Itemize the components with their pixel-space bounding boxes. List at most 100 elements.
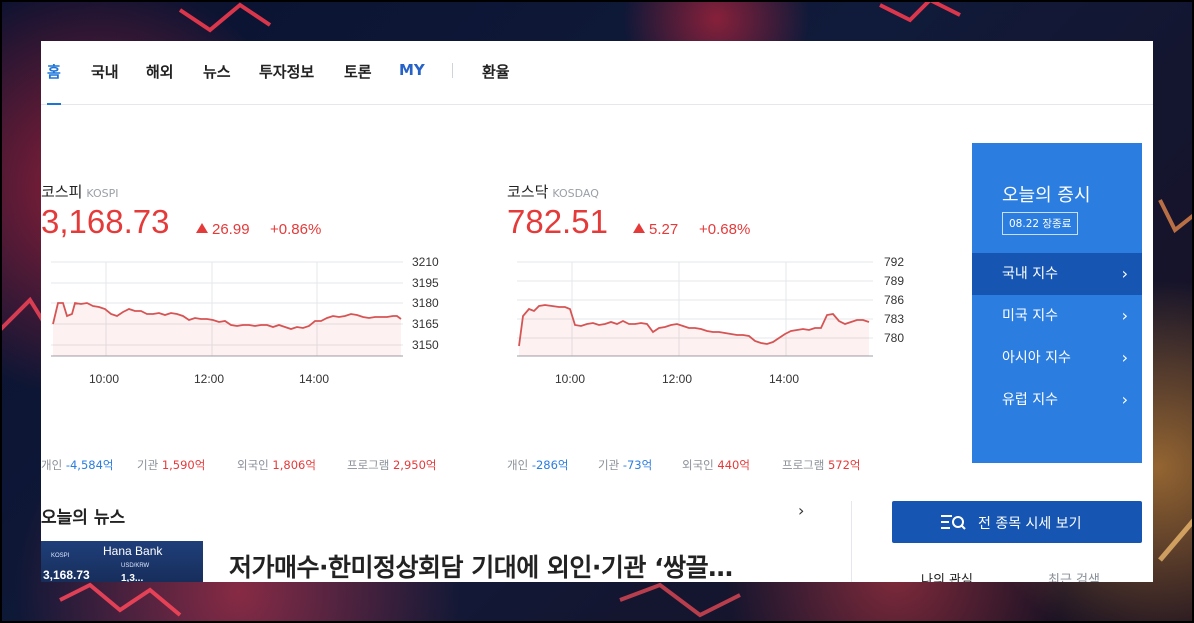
kosdaq-value: 782.51	[507, 203, 608, 240]
kosdaq-ytick: 786	[884, 293, 904, 307]
tab-domestic[interactable]: 국내	[91, 63, 119, 81]
kospi-xtick: 10:00	[89, 372, 119, 386]
flow-individual: 개인 -286억	[507, 457, 598, 473]
kospi-xtick: 12:00	[194, 372, 224, 386]
kospi-ytick: 3180	[412, 296, 439, 310]
kosdaq-xtick: 12:00	[662, 372, 692, 386]
all-stocks-price-button[interactable]: 전 종목 시세 보기	[892, 501, 1142, 543]
flow-value: -73억	[622, 458, 653, 472]
flow-label: 외국인	[237, 458, 269, 472]
tab-home[interactable]: 홈	[47, 61, 61, 105]
thumb-text: 1,3...	[121, 573, 144, 582]
tab-my-interest[interactable]: 나의 관심	[921, 573, 973, 582]
flow-value: 1,806억	[272, 458, 316, 472]
kosdaq-ytick: 789	[884, 274, 904, 288]
news-headline-link[interactable]: 저가매수·한미정상회담 기대에 외인·기관 ‘쌍끌…	[229, 553, 733, 582]
up-triangle-icon	[196, 223, 208, 233]
index-asia[interactable]: 아시아 지수 ›	[972, 337, 1142, 379]
flow-value: -4,584억	[65, 458, 114, 472]
market-close-badge: 08.22 장종료	[1002, 212, 1079, 235]
chevron-right-icon: ›	[1121, 306, 1128, 325]
chevron-right-icon: ›	[1121, 264, 1128, 283]
kosdaq-ytick: 783	[884, 312, 904, 326]
flow-label: 기관	[137, 458, 159, 472]
kospi-ytick: 3150	[412, 338, 439, 352]
today-market-title: 오늘의 증시	[1002, 185, 1091, 206]
thumb-text: USD/KRW	[121, 563, 150, 569]
tab-discussion[interactable]: 토론	[344, 63, 372, 81]
top-nav: 홈 국내 해외 뉴스 투자정보 토론 MY 환율	[41, 41, 1153, 105]
tab-exchange-rate[interactable]: 환율	[482, 63, 510, 81]
kospi-area	[53, 303, 401, 356]
kosdaq-name-en: KOSDAQ	[552, 187, 599, 200]
flow-value: -286억	[531, 458, 569, 472]
kospi-change-pct: +0.86%	[270, 221, 322, 238]
tab-my[interactable]: MY	[399, 61, 425, 79]
kospi-investor-flows: 개인 -4,584억 기관 1,590억 외국인 1,806억 프로그램 2,950억	[41, 457, 437, 473]
tab-news[interactable]: 뉴스	[203, 63, 231, 81]
chevron-right-icon: ›	[1121, 390, 1128, 409]
finance-main-panel: 홈 국내 해외 뉴스 투자정보 토론 MY 환율 코스피 KOSPI 3,168.…	[41, 41, 1153, 582]
kospi-intraday-chart: 3210 3195 3180 3165 3150 10:00 12:00 14:…	[51, 255, 439, 386]
kospi-name: 코스피 KOSPI	[41, 181, 461, 202]
kosdaq-change: 5.27	[633, 221, 678, 238]
index-label: 유럽 지수	[1002, 392, 1058, 408]
kospi-name-ko: 코스피	[41, 183, 83, 201]
flow-institution: 기관 1,590억	[137, 457, 237, 473]
index-label: 국내 지수	[1002, 266, 1058, 282]
flow-individual: 개인 -4,584억	[41, 457, 137, 473]
flow-institution: 기관 -73억	[598, 457, 682, 473]
kosdaq-block[interactable]: 코스닥 KOSDAQ 782.51 5.27 +0.68% 792 78	[507, 181, 927, 481]
search-list-icon	[941, 515, 966, 530]
news-thumbnail[interactable]: Hana Bank KOSPI USD/KRW 3,168.73 1,3...	[41, 541, 203, 582]
flow-program: 프로그램 572억	[782, 457, 861, 473]
kospi-line	[52, 301, 402, 330]
thumb-bank-logo: Hana Bank	[103, 544, 163, 558]
flow-value: 572억	[827, 458, 861, 472]
all-stocks-label: 전 종목 시세 보기	[978, 516, 1082, 532]
flow-value: 2,950억	[392, 458, 437, 472]
kospi-name-en: KOSPI	[86, 187, 119, 200]
thumb-text: KOSPI	[51, 553, 70, 559]
flow-value: 1,590억	[161, 458, 206, 472]
kospi-ytick: 3165	[412, 317, 439, 331]
flow-label: 프로그램	[347, 458, 390, 472]
flow-value: 440억	[717, 458, 750, 472]
kospi-block[interactable]: 코스피 KOSPI 3,168.73 26.99 +0.86% 3210	[41, 181, 461, 481]
chevron-right-icon: ›	[1121, 348, 1128, 367]
news-more-chevron-icon[interactable]: ›	[798, 501, 805, 520]
kospi-change: 26.99	[196, 221, 250, 238]
flow-foreign: 외국인 1,806억	[237, 457, 347, 473]
tab-investment-info[interactable]: 투자정보	[259, 63, 315, 81]
thumb-text: 3,168.73	[43, 568, 90, 582]
today-market-box: 오늘의 증시 08.22 장종료 국내 지수 › 미국 지수 › 아시아 지수 › 유…	[972, 143, 1142, 463]
kosdaq-area	[519, 305, 869, 356]
kosdaq-ytick: 792	[884, 255, 904, 269]
kospi-xtick: 14:00	[299, 372, 329, 386]
kosdaq-change-value: 5.27	[649, 221, 679, 238]
tab-overseas[interactable]: 해외	[146, 63, 174, 81]
flow-label: 개인	[507, 458, 529, 472]
flow-foreign: 외국인 440억	[682, 457, 782, 473]
kosdaq-line	[518, 304, 870, 347]
flow-label: 개인	[41, 458, 63, 472]
nav-divider	[452, 63, 453, 78]
kosdaq-name-ko: 코스닥	[507, 183, 549, 201]
kosdaq-name: 코스닥 KOSDAQ	[507, 181, 927, 202]
index-label: 미국 지수	[1002, 308, 1058, 324]
flow-label: 외국인	[682, 458, 714, 472]
index-us[interactable]: 미국 지수 ›	[972, 295, 1142, 337]
kosdaq-change-pct: +0.68%	[699, 221, 751, 238]
kospi-ytick: 3210	[412, 255, 439, 269]
kosdaq-xtick: 10:00	[555, 372, 585, 386]
tab-recent-search[interactable]: 최근 검색	[1048, 573, 1100, 582]
kosdaq-ytick: 780	[884, 331, 904, 345]
index-domestic[interactable]: 국내 지수 ›	[972, 253, 1142, 295]
flow-label: 기관	[598, 458, 620, 472]
kospi-value: 3,168.73	[41, 203, 170, 240]
news-divider	[851, 501, 852, 582]
kosdaq-intraday-chart: 792 789 786 783 780 10:00 12:00 14:00	[517, 255, 904, 386]
kospi-ytick: 3195	[412, 276, 439, 290]
flow-program: 프로그램 2,950억	[347, 457, 437, 473]
index-europe[interactable]: 유럽 지수 ›	[972, 379, 1142, 421]
